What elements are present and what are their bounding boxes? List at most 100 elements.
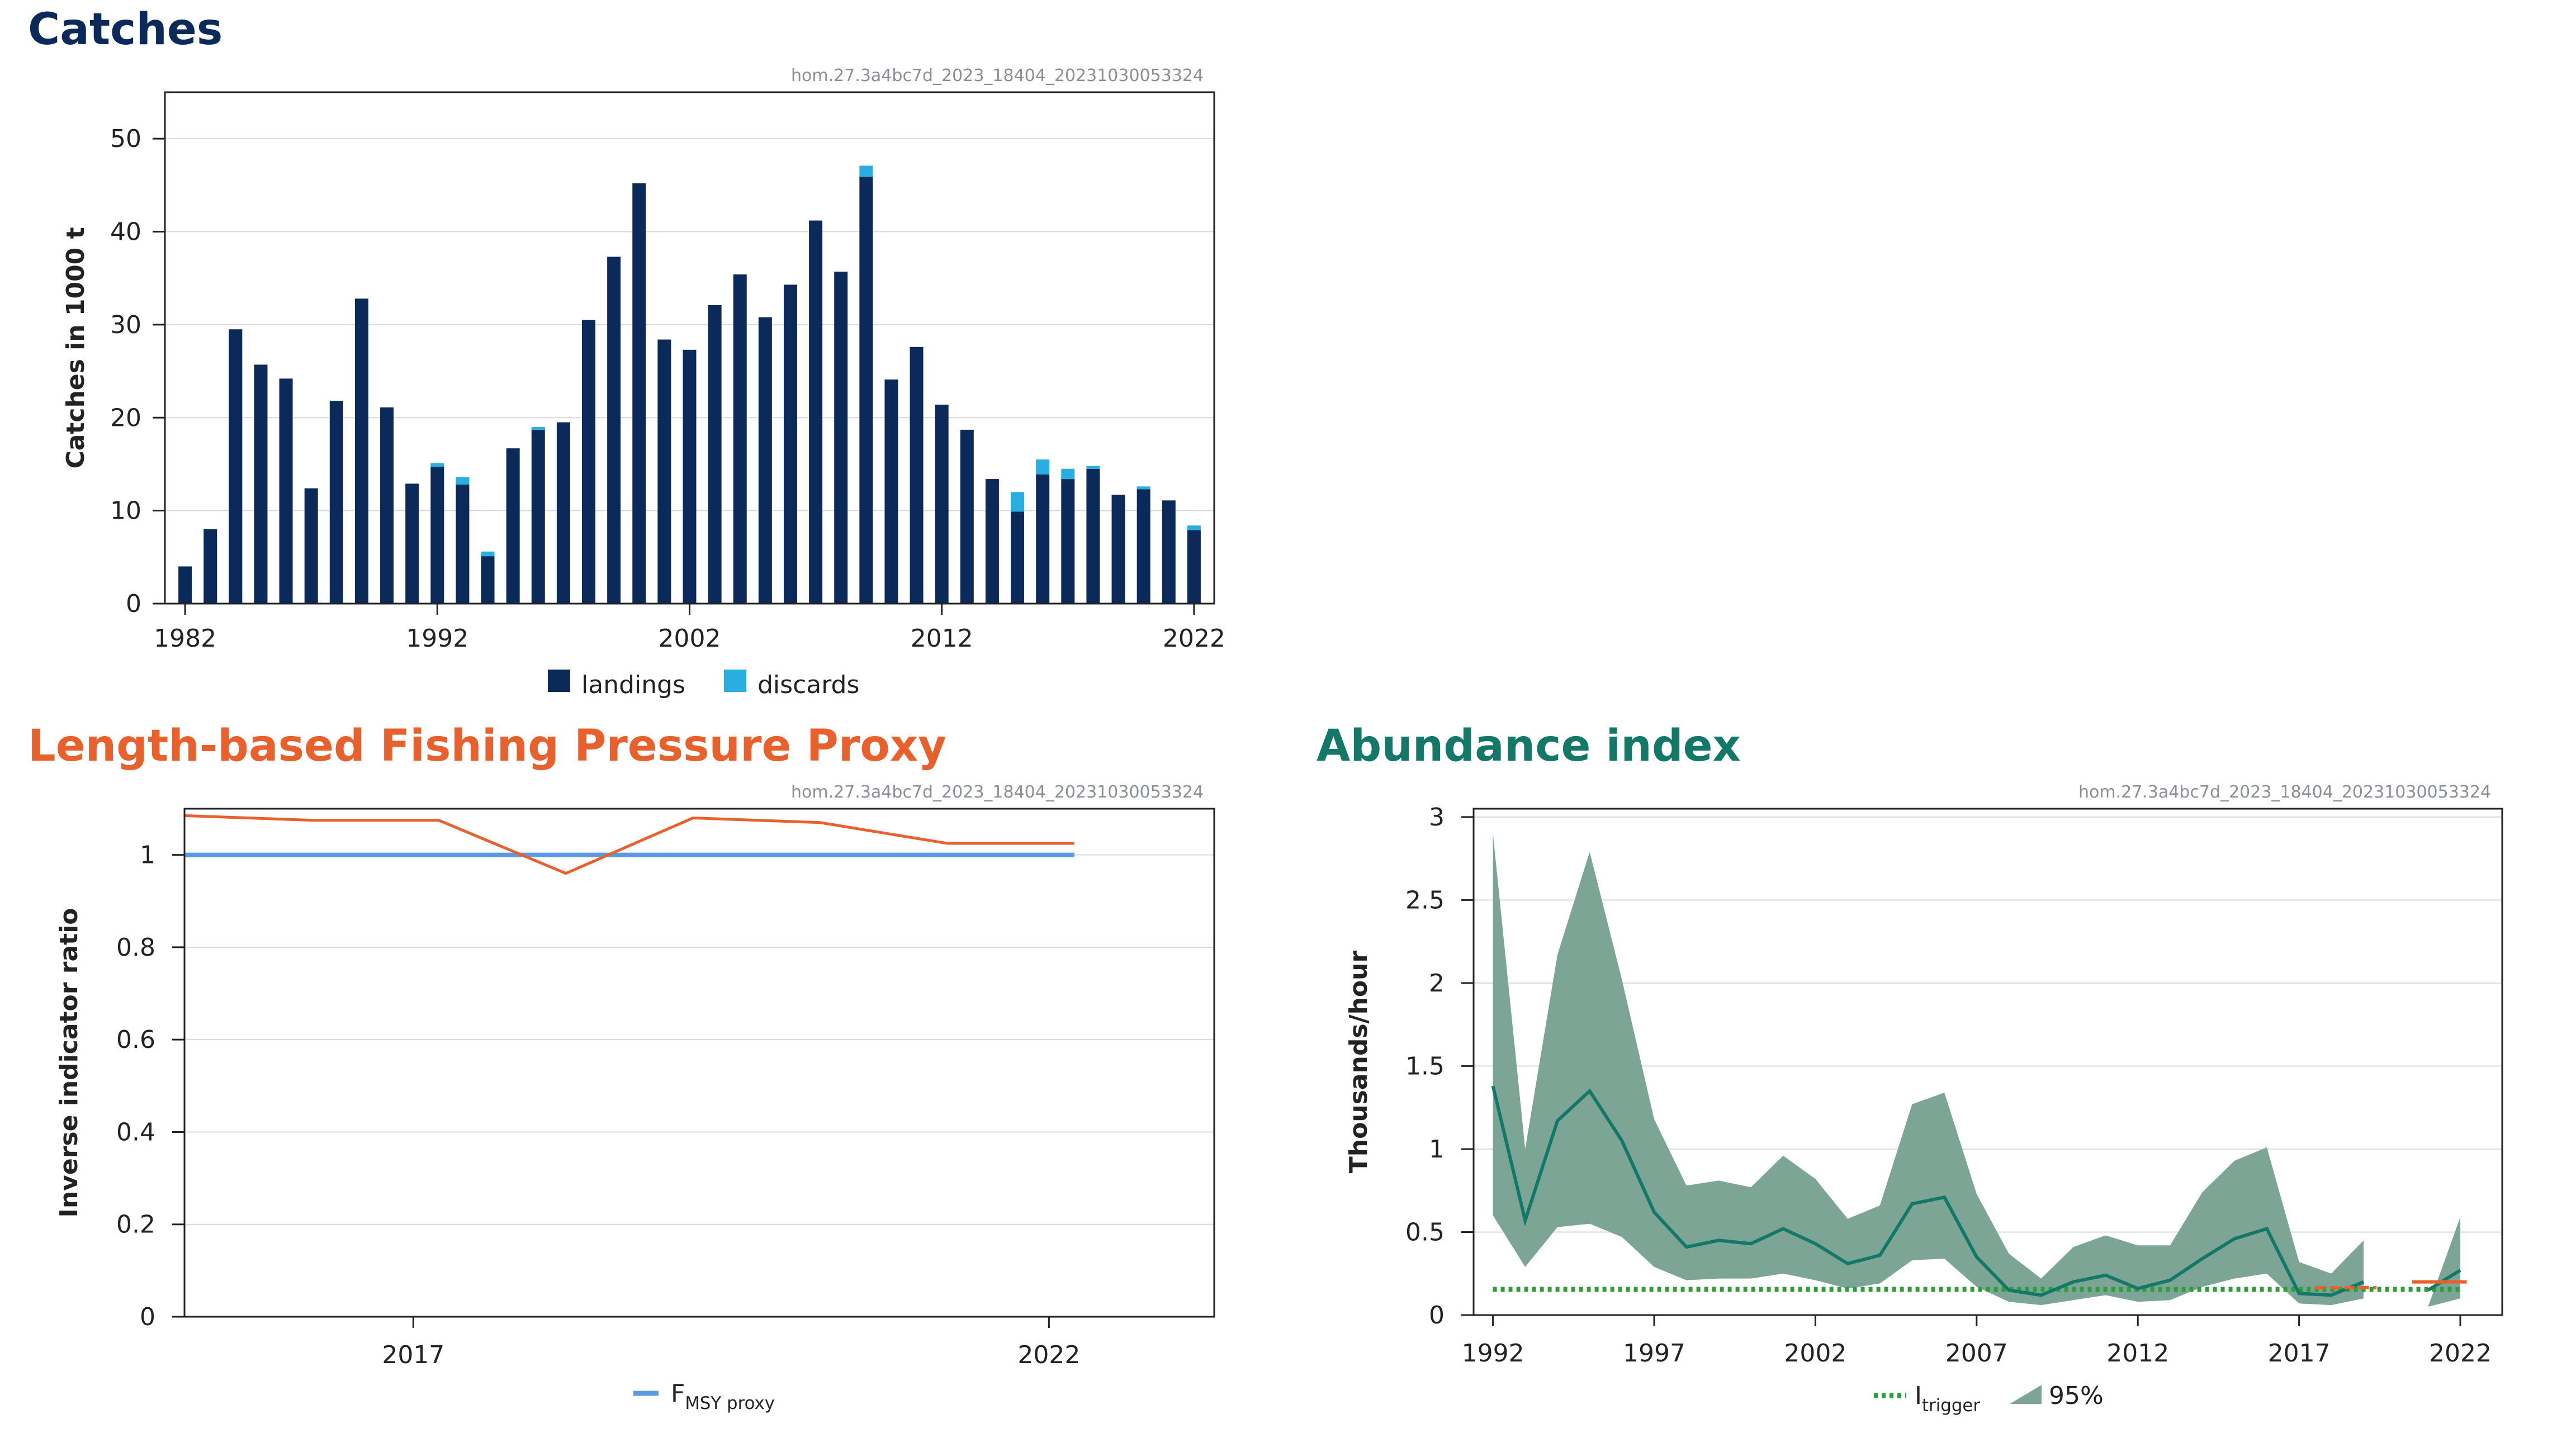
fishing-indicator-line bbox=[184, 814, 1074, 875]
catches-bar-landings bbox=[556, 422, 570, 604]
fishing-xtick-label: 2017 bbox=[382, 1341, 444, 1369]
catches-bar-landings bbox=[985, 479, 999, 604]
fishing-ytick-label: 0.8 bbox=[116, 933, 155, 962]
catches-title: Catches bbox=[28, 4, 223, 55]
catches-bar-landings bbox=[884, 379, 898, 604]
catches-bar-landings bbox=[506, 448, 520, 604]
catches-bar-discards bbox=[1061, 468, 1075, 480]
catches-bar-landings bbox=[733, 274, 747, 604]
fishing-ylabel: Inverse indicator ratio bbox=[55, 908, 83, 1217]
catches-ytick-label: 50 bbox=[110, 125, 141, 153]
fishing-title: Length-based Fishing Pressure Proxy bbox=[28, 721, 946, 771]
catches-xtick-label: 1982 bbox=[154, 624, 216, 653]
catches-bar-landings bbox=[582, 320, 596, 604]
fishing-ytick-label: 0.2 bbox=[116, 1211, 155, 1239]
catches-bar-discards bbox=[1086, 466, 1100, 469]
catches-bar-landings bbox=[203, 529, 217, 604]
abundance-ytick-label: 2.5 bbox=[1405, 886, 1445, 914]
fishing-frame bbox=[183, 808, 1215, 1318]
catches-ytick-label: 10 bbox=[110, 497, 141, 525]
fishing-ytick-label: 0.6 bbox=[116, 1026, 155, 1054]
legend-landings-label: landings bbox=[581, 671, 685, 699]
fishing-stamp: hom.27.3a4bc7d_2023_18404_20231030053324 bbox=[791, 782, 1204, 802]
catches-bar-landings bbox=[708, 305, 722, 604]
catches-bar-landings bbox=[783, 284, 797, 604]
catches-ylabel: Catches in 1000 t bbox=[61, 227, 90, 468]
abundance-index-line bbox=[1491, 1085, 2365, 1297]
catches-bar-landings bbox=[960, 429, 974, 604]
catches-bar-discards bbox=[481, 551, 495, 557]
catches-xtick-label: 1992 bbox=[406, 624, 468, 653]
catches-ytick-label: 40 bbox=[110, 218, 141, 246]
abundance-ytick-label: 2 bbox=[1429, 969, 1445, 998]
catches-xtick-label: 2022 bbox=[1163, 624, 1225, 653]
legend-discards-label: discards bbox=[757, 671, 859, 699]
abundance-ytick-label: 0 bbox=[1429, 1301, 1445, 1330]
legend-ci-label: 95% bbox=[2049, 1382, 2104, 1410]
catches-bar-landings bbox=[758, 317, 772, 604]
abundance-xtick-label: 2007 bbox=[1945, 1339, 2008, 1368]
catches-bar-landings bbox=[1162, 500, 1176, 604]
catches-bar-landings bbox=[632, 183, 646, 604]
abundance-xtick-label: 2012 bbox=[2106, 1339, 2169, 1368]
catches-bar-landings bbox=[405, 483, 419, 604]
abundance-ytick-label: 1 bbox=[1429, 1135, 1445, 1164]
catches-bar-landings bbox=[1111, 495, 1125, 604]
catches-bar-landings bbox=[1187, 530, 1201, 604]
catches-ytick-label: 30 bbox=[110, 311, 141, 339]
catches-bar-landings bbox=[456, 485, 470, 604]
catches-ytick-label: 0 bbox=[126, 590, 141, 618]
fishing-ytick-label: 0 bbox=[140, 1303, 155, 1331]
catches-bar-landings bbox=[304, 488, 318, 604]
catches-bar-landings bbox=[834, 272, 848, 604]
catches-bar-landings bbox=[809, 220, 823, 604]
catches-bar-landings bbox=[178, 566, 192, 604]
catches-bar-landings bbox=[1137, 489, 1150, 604]
abundance-ci-band bbox=[2428, 1217, 2461, 1307]
catches-bar-landings bbox=[481, 556, 495, 604]
abundance-xtick-label: 2017 bbox=[2268, 1339, 2331, 1368]
catches-bar-landings bbox=[1086, 468, 1100, 604]
legend-fmsy-label: FMSY proxy bbox=[671, 1379, 775, 1413]
catches-bar-discards bbox=[1187, 525, 1201, 530]
legend-landings-swatch bbox=[548, 670, 570, 692]
catches-stamp: hom.27.3a4bc7d_2023_18404_20231030053324 bbox=[791, 66, 1204, 86]
catches-ytick-label: 20 bbox=[110, 404, 141, 432]
catches-bar-discards bbox=[531, 426, 545, 430]
abundance-xtick-label: 2022 bbox=[2429, 1339, 2492, 1368]
catches-bar-landings bbox=[329, 401, 343, 604]
catches-bar-discards bbox=[1137, 486, 1150, 490]
catches-bar-landings bbox=[1011, 511, 1025, 604]
fishing-xtick-label: 2022 bbox=[1017, 1341, 1080, 1369]
catches-bar-discards bbox=[456, 477, 470, 485]
abundance-xtick-label: 1997 bbox=[1623, 1339, 1685, 1368]
catches-bar-landings bbox=[683, 349, 697, 604]
catches-bar-landings bbox=[607, 257, 621, 604]
catches-bar-landings bbox=[1061, 479, 1075, 604]
abundance-ytick-label: 1.5 bbox=[1405, 1052, 1445, 1080]
catches-bar-landings bbox=[657, 339, 671, 604]
legend-itrigger-label: Itrigger bbox=[1915, 1382, 1980, 1416]
abundance-title: Abundance index bbox=[1317, 721, 1741, 771]
catches-bar-landings bbox=[354, 298, 368, 604]
catches-bar-discards bbox=[859, 165, 873, 177]
catches-bar-discards bbox=[430, 463, 444, 467]
fishing-ytick-label: 1 bbox=[140, 841, 155, 870]
catches-bar-discards bbox=[1011, 492, 1025, 512]
catches-bar-landings bbox=[279, 378, 293, 604]
legend-ci-swatch bbox=[2010, 1385, 2042, 1404]
catches-bar-landings bbox=[531, 429, 545, 604]
catches-bar-discards bbox=[1036, 459, 1050, 474]
abundance-frame bbox=[1472, 808, 2503, 1316]
fishing-ytick-label: 0.4 bbox=[116, 1118, 155, 1146]
abundance-ytick-label: 3 bbox=[1429, 803, 1445, 832]
abundance-ytick-label: 0.5 bbox=[1405, 1218, 1445, 1246]
abundance-xtick-label: 1992 bbox=[1462, 1339, 1524, 1368]
abundance-stamp: hom.27.3a4bc7d_2023_18404_20231030053324 bbox=[2078, 782, 2492, 802]
abundance-ci-band bbox=[1493, 833, 2364, 1306]
catches-bar-landings bbox=[254, 364, 268, 604]
abundance-ylabel: Thousands/hour bbox=[1344, 950, 1373, 1173]
catches-bar-landings bbox=[910, 347, 924, 604]
catches-xtick-label: 2002 bbox=[659, 624, 721, 653]
